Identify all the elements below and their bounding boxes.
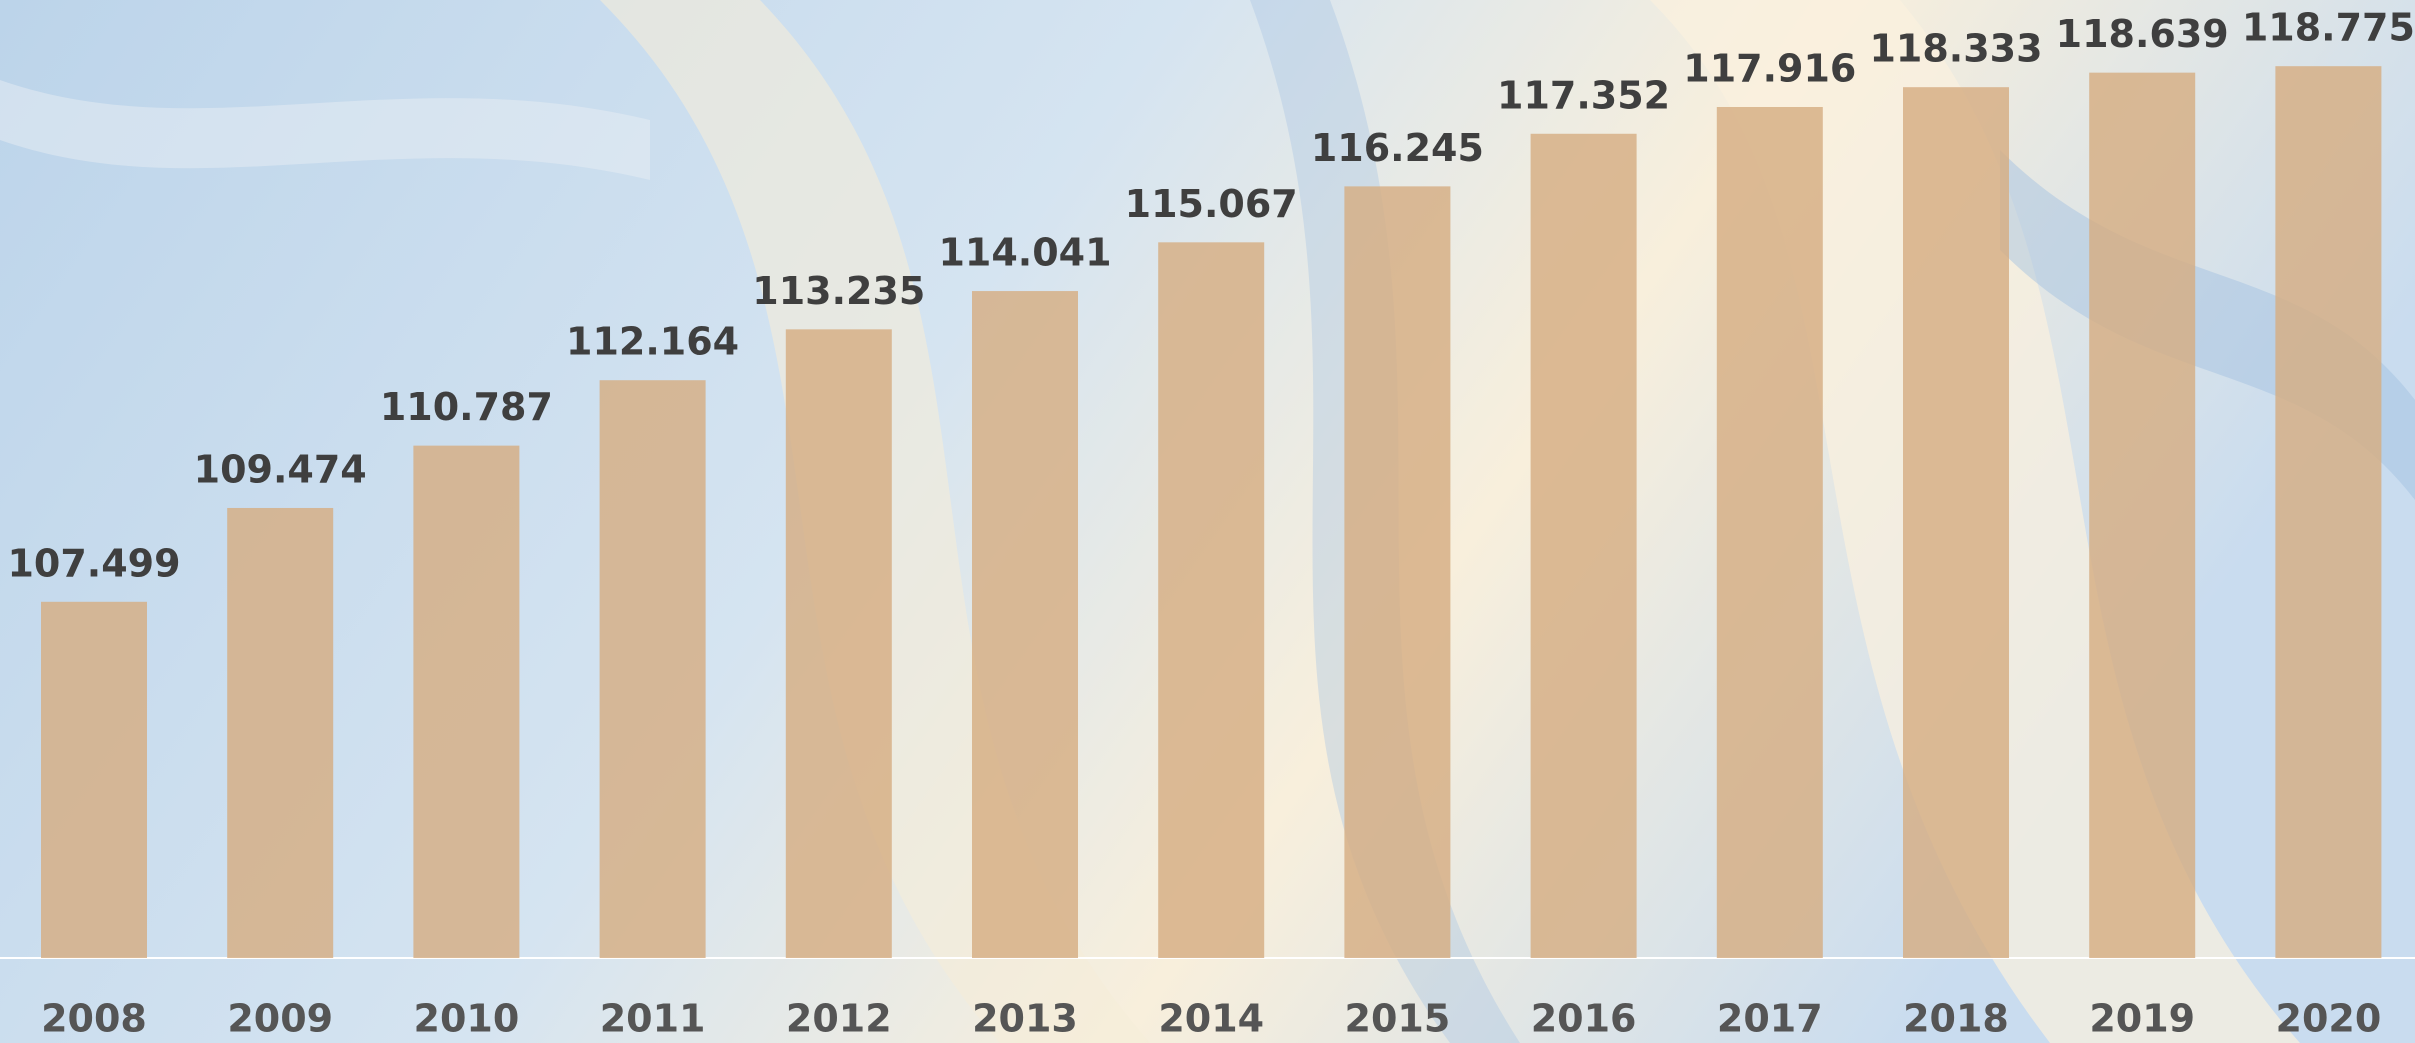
value-label: 117.352 — [1497, 73, 1670, 117]
value-label: 118.333 — [1869, 27, 2042, 71]
bar — [227, 508, 333, 958]
x-tick-label: 2018 — [1903, 997, 2009, 1041]
value-label: 107.499 — [7, 541, 180, 585]
bar — [1344, 186, 1450, 958]
x-tick-label: 2012 — [786, 997, 892, 1041]
bar — [1903, 87, 2009, 958]
value-label: 110.787 — [380, 385, 553, 429]
value-label: 113.235 — [752, 269, 925, 313]
x-tick-label: 2017 — [1717, 997, 1823, 1041]
x-tick-label: 2016 — [1531, 997, 1637, 1041]
bar — [413, 446, 519, 958]
value-label: 117.916 — [1683, 46, 1856, 90]
value-label: 114.041 — [938, 231, 1111, 275]
bar — [786, 329, 892, 958]
x-tick-label: 2013 — [972, 997, 1078, 1041]
x-tick-label: 2010 — [414, 997, 520, 1041]
bar — [1531, 134, 1637, 958]
page: {"chart_data": {"type": "bar", "categori… — [0, 0, 2415, 1043]
x-tick-label: 2014 — [1158, 997, 1264, 1041]
bar — [2275, 66, 2381, 958]
x-tick-label: 2008 — [41, 997, 147, 1041]
value-label: 109.474 — [194, 447, 367, 491]
x-tick-label: 2019 — [2089, 997, 2195, 1041]
bar — [2089, 73, 2195, 958]
bar — [972, 291, 1078, 958]
x-tick-label: 2011 — [600, 997, 706, 1041]
value-label: 116.245 — [1311, 126, 1484, 170]
value-label: 115.067 — [1125, 182, 1298, 226]
bar — [1158, 242, 1264, 958]
bar — [1717, 107, 1823, 958]
value-label: 112.164 — [566, 320, 739, 364]
x-tick-label: 2009 — [227, 997, 333, 1041]
x-tick-label: 2015 — [1345, 997, 1451, 1041]
chart: 107.499 2008 109.474 2009 110.787 2010 112.164… — [0, 0, 2415, 1043]
value-label: 118.775 — [2242, 6, 2415, 50]
x-tick-label: 2020 — [2276, 997, 2382, 1041]
value-label: 118.639 — [2056, 12, 2229, 56]
bar — [41, 602, 147, 958]
bar — [600, 380, 706, 958]
